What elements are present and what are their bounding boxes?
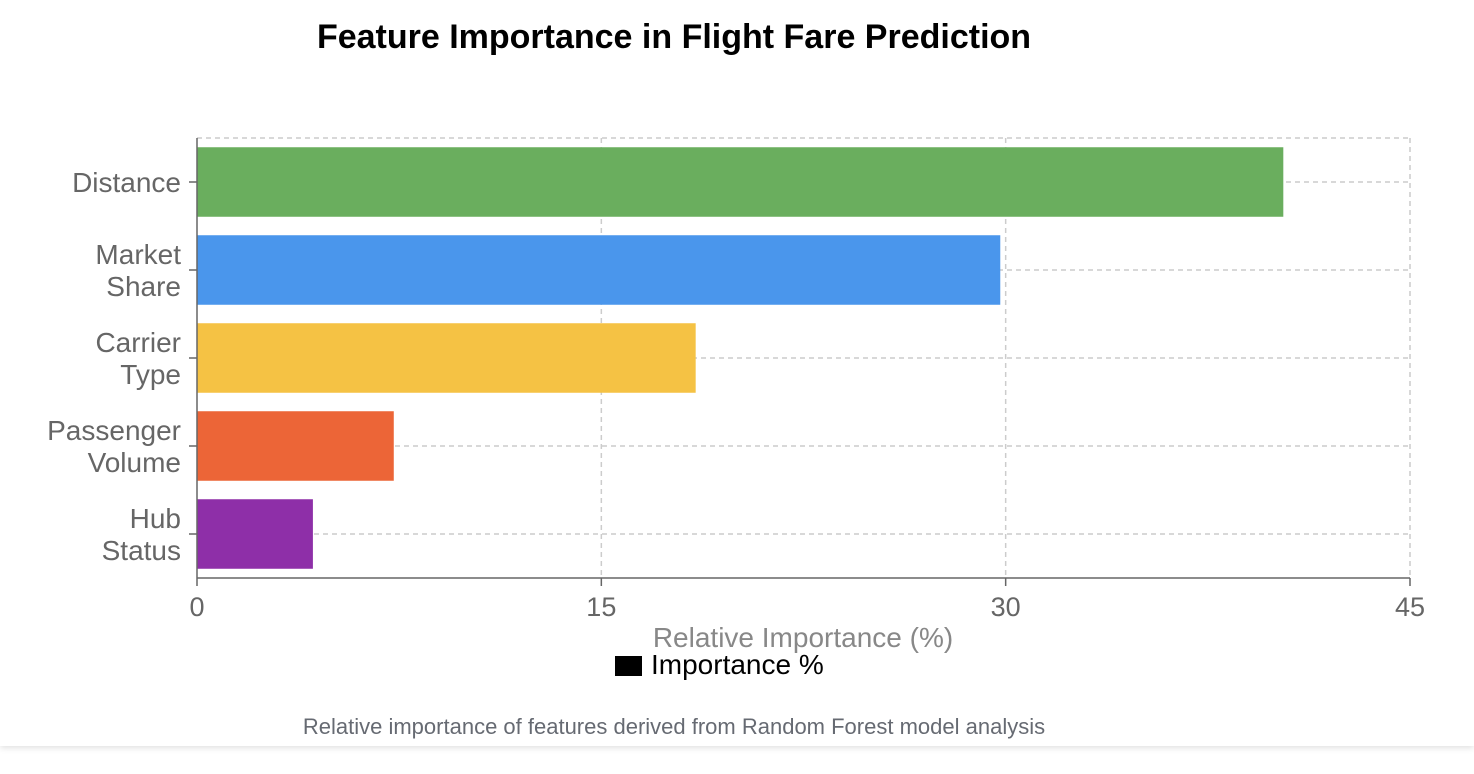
bar — [197, 235, 1001, 305]
axes-layer — [189, 138, 1411, 586]
category-label: Market Share — [95, 239, 181, 302]
category-label: Carrier Type — [95, 327, 181, 390]
x-tick-label: 30 — [991, 592, 1021, 622]
chart-caption: Relative importance of features derived … — [302, 714, 1046, 739]
bar — [197, 411, 394, 481]
labels-layer: 0 15 30 45 Distance Market Share Carrier Type Pas… — [47, 167, 1425, 622]
category-label: Hub Status — [102, 503, 181, 566]
x-axis-title: Relative Importance (%) — [653, 622, 953, 653]
chart-title: Feature Importance in Flight Fare Predic… — [316, 18, 1032, 56]
x-tick-label: 45 — [1395, 592, 1425, 622]
bar — [197, 323, 696, 393]
chart-card: Feature Importance in Flight Fare Predic… — [47, 18, 1426, 739]
legend-swatch — [615, 656, 642, 676]
bar — [197, 147, 1284, 217]
bars-layer — [197, 147, 1284, 569]
legend-label: Importance % — [651, 649, 824, 680]
category-label: Distance — [72, 167, 181, 198]
bar-chart: 0 15 30 45 Distance Market Share Carrier Type Pas… — [47, 137, 1425, 680]
x-tick-label: 15 — [586, 592, 616, 622]
category-label: Passenger Volume — [47, 415, 181, 478]
legend[interactable]: Importance % — [615, 649, 824, 680]
bar — [197, 499, 313, 569]
x-tick-label: 0 — [189, 592, 204, 622]
